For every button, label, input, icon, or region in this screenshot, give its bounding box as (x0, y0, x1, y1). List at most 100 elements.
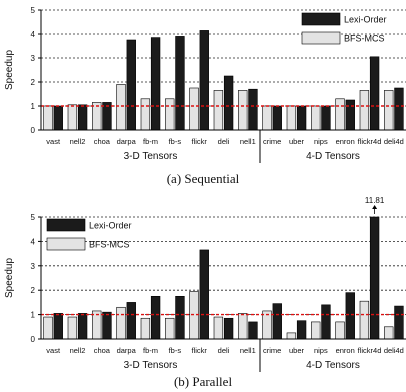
y-tick-label: 1 (31, 311, 36, 320)
x-tick-label: flickr4d (358, 346, 382, 355)
annotation-arrow-head (372, 205, 378, 209)
bar-lexi-order-nell1 (248, 88, 258, 131)
y-tick-label: 5 (31, 213, 36, 222)
bar-bfs-mcs-nips (311, 321, 321, 340)
x-tick-label: enron (336, 137, 355, 146)
bar-lexi-order-flickr4d (369, 56, 380, 131)
bar-bfs-mcs-deli (213, 90, 224, 131)
x-tick-label: fb-s (169, 346, 182, 355)
bar-lexi-order-darpa (126, 302, 136, 340)
y-tick-label: 0 (31, 335, 36, 344)
bar-lexi-order-fb-m (150, 295, 161, 340)
x-tick-label: vast (46, 137, 61, 146)
x-tick-label: choa (94, 137, 111, 146)
bar-bfs-mcs-vast (43, 316, 53, 340)
y-tick-label: 2 (31, 286, 36, 295)
legend-label: BFS-MCS (89, 240, 130, 250)
x-tick-label: deli (218, 137, 230, 146)
bar-lexi-order-enron (345, 292, 355, 340)
x-tick-label: uber (289, 137, 305, 146)
group-label: 3-D Tensors (124, 360, 178, 371)
chart-sequential: 0 1 2 3 4 5 vast nell2 choa darpa fb-m fb-s flickr de… (4, 6, 406, 186)
bar-bfs-mcs-fb-s (165, 98, 175, 131)
bar-lexi-order-fb-m (150, 37, 161, 131)
bar-lexi-order-vast (53, 105, 63, 131)
bar-lexi-order-nell2 (77, 104, 88, 131)
bar-bfs-mcs-deli4d (384, 90, 394, 131)
bar-bfs-mcs-nips (311, 105, 321, 131)
bar-lexi-order-nips (321, 304, 331, 340)
bar-bfs-mcs-flickr4d (359, 300, 370, 340)
annotation-label: 11.81 (365, 196, 385, 205)
bar-bfs-mcs-enron (335, 98, 345, 131)
bar-lexi-order-flickr4d (369, 216, 380, 340)
group-label: 4-D Tensors (306, 151, 360, 162)
group-label: 4-D Tensors (306, 360, 360, 371)
bar-lexi-order-uber (296, 105, 307, 131)
x-tick-label: vast (46, 346, 61, 355)
x-tick-label: fb-s (169, 137, 182, 146)
bar-bfs-mcs-uber (286, 332, 297, 340)
legend-label: Lexi-Order (89, 221, 132, 231)
bar-lexi-order-darpa (126, 39, 136, 131)
x-tick-label: deli4d (384, 137, 404, 146)
bar-bfs-mcs-nell2 (67, 316, 78, 340)
chart-parallel: 0 1 2 3 4 5 vast nell2 choa darpa fb-m fb-s flickr de… (4, 196, 406, 389)
x-tick-label: flickr (191, 137, 207, 146)
bar-lexi-order-fb-s (175, 36, 185, 131)
group-label: 3-D Tensors (124, 151, 178, 162)
x-tick-label: uber (289, 346, 305, 355)
x-tick-label: crime (263, 137, 281, 146)
x-tick-label: enron (336, 346, 355, 355)
bar-bfs-mcs-fb-m (140, 98, 151, 131)
x-tick-label: darpa (117, 346, 137, 355)
legend-label: Lexi-Order (344, 15, 387, 25)
y-tick-label: 3 (31, 54, 36, 63)
bar-bfs-mcs-deli (213, 316, 224, 340)
x-tick-label: deli4d (384, 346, 404, 355)
bar-lexi-order-flickr (199, 30, 209, 131)
bar-lexi-order-vast (53, 313, 63, 340)
bar-lexi-order-choa (102, 311, 112, 340)
legend-swatch (46, 218, 86, 232)
bar-lexi-order-uber (296, 320, 307, 340)
bar-bfs-mcs-flickr (189, 87, 199, 131)
bar-bfs-mcs-flickr4d (359, 90, 370, 131)
bar-bfs-mcs-enron (335, 321, 345, 340)
y-tick-label: 3 (31, 262, 36, 271)
bar-bfs-mcs-darpa (116, 306, 126, 340)
bar-bfs-mcs-deli4d (384, 326, 394, 340)
y-axis-label: Speedup (4, 258, 15, 298)
x-tick-label: nell2 (70, 137, 86, 146)
bar-lexi-order-deli4d (394, 305, 404, 340)
x-tick-label: crime (263, 346, 281, 355)
bar-lexi-order-deli (223, 317, 234, 340)
legend-swatch (301, 31, 341, 45)
y-tick-label: 4 (31, 237, 36, 246)
x-tick-label: nips (314, 137, 328, 146)
x-tick-label: fb-m (143, 346, 158, 355)
x-tick-label: darpa (117, 137, 137, 146)
bar-bfs-mcs-crime (262, 105, 272, 131)
y-tick-label: 4 (31, 30, 36, 39)
x-tick-label: nell1 (240, 346, 256, 355)
y-tick-label: 2 (31, 78, 36, 87)
x-tick-label: flickr4d (358, 137, 382, 146)
bar-bfs-mcs-fb-m (140, 317, 151, 340)
bar-lexi-order-enron (345, 99, 355, 131)
x-tick-label: deli (218, 346, 230, 355)
y-tick-label: 1 (31, 102, 36, 111)
bar-bfs-mcs-darpa (116, 84, 126, 131)
bar-lexi-order-fb-s (175, 295, 185, 340)
bar-bfs-mcs-nell1 (238, 313, 248, 340)
bar-bfs-mcs-vast (43, 105, 53, 131)
bar-bfs-mcs-uber (286, 105, 297, 131)
x-tick-label: fb-m (143, 137, 158, 146)
bar-bfs-mcs-nell2 (67, 104, 78, 131)
y-tick-label: 0 (31, 126, 36, 135)
bar-lexi-order-nips (321, 105, 331, 131)
bar-bfs-mcs-nell1 (238, 90, 248, 131)
bar-lexi-order-nell2 (77, 313, 88, 340)
x-tick-label: nell1 (240, 137, 256, 146)
